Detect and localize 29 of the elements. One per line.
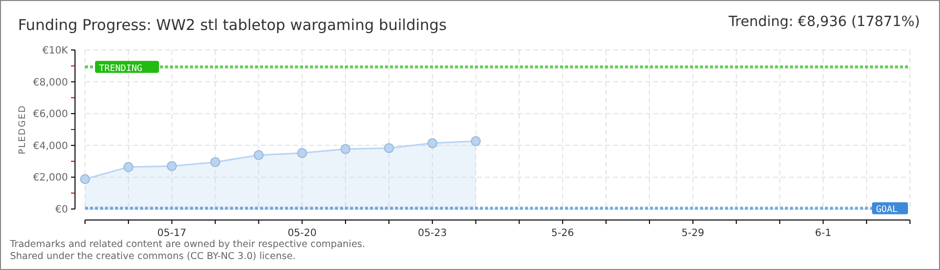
point: [470, 136, 481, 146]
x-tick-label: 05-17: [157, 228, 186, 239]
point: [210, 157, 220, 168]
y-tick-label: €2,000: [33, 172, 68, 184]
point: [254, 150, 264, 160]
point: [297, 148, 308, 158]
point: [166, 161, 177, 172]
point: [427, 138, 438, 148]
y-tick-label: €4,000: [33, 140, 68, 152]
y-tick-label: €0: [55, 204, 68, 216]
ref-line-label: TRENDING: [99, 64, 142, 74]
x-tick-label: 05-23: [418, 228, 447, 239]
point: [340, 144, 351, 154]
x-tick-label: 6-1: [814, 228, 832, 239]
chart-title: Funding Progress: WW2 stl tabletop wargaming buildings: [18, 16, 447, 34]
text: Shared under the creative commons (CC BY-NC 3.0) license.: [10, 251, 296, 262]
x-tick-label: 05-20: [288, 228, 317, 239]
x-tick-label: 5-26: [551, 228, 574, 239]
ref-line-label: GOAL: [876, 205, 898, 216]
point: [123, 162, 134, 172]
y-tick-label: €6,000: [33, 109, 68, 120]
chart-subtitle: Trending: €8,936 (17871%): [728, 14, 920, 30]
y-tick-label: €8,000: [33, 77, 68, 88]
y-tick-label: €10K: [42, 46, 68, 56]
text: Trademarks and related content are owned by their respective companies.: [9, 239, 366, 250]
y-axis-title: PLEDGED: [18, 104, 28, 154]
point: [384, 143, 394, 154]
point: [80, 174, 90, 184]
x-tick-label: 5-29: [682, 228, 704, 239]
